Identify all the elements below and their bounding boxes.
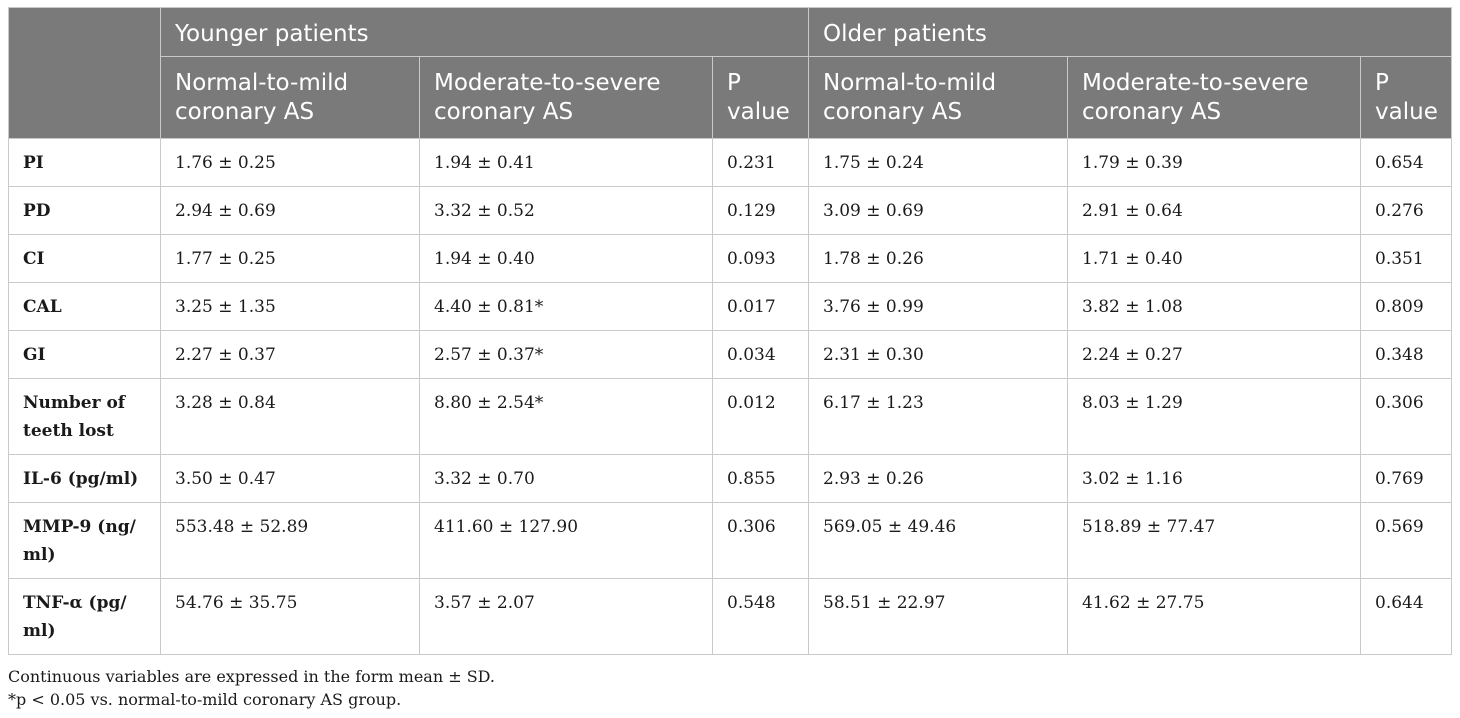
cell-younger-p: 0.093 <box>711 234 810 283</box>
cell-older-mild: 569.05 ± 49.46 <box>808 502 1069 579</box>
cell-younger-severe: 3.32 ± 0.70 <box>419 454 713 503</box>
cell-older-p: 0.654 <box>1360 138 1453 187</box>
col-header-younger-mild: Normal-to-mild coronary AS <box>160 56 420 139</box>
cell-younger-p: 0.129 <box>711 186 810 235</box>
cell-older-p: 0.351 <box>1360 234 1453 283</box>
cell-younger-severe: 3.57 ± 2.07 <box>419 578 713 655</box>
cell-older-mild: 2.93 ± 0.26 <box>808 454 1069 503</box>
table-row: Number of teeth lost 3.28 ± 0.84 8.80 ± … <box>8 378 1453 455</box>
cell-older-mild: 3.09 ± 0.69 <box>808 186 1069 235</box>
column-header-row: Normal-to-mild coronary AS Moderate-to-s… <box>9 56 1453 139</box>
cell-older-severe: 3.02 ± 1.16 <box>1067 454 1362 503</box>
group-header-row: Younger patients Older patients <box>8 7 1453 139</box>
cell-younger-p: 0.034 <box>711 330 810 379</box>
cell-younger-mild: 2.94 ± 0.69 <box>160 186 420 235</box>
col-header-older-p: P value <box>1360 56 1453 139</box>
cell-younger-severe: 411.60 ± 127.90 <box>419 502 713 579</box>
footnote-continuous-variables: Continuous variables are expressed in th… <box>8 667 496 686</box>
corner-header-cell <box>8 7 161 139</box>
cell-younger-severe: 8.80 ± 2.54* <box>419 378 713 455</box>
cell-older-severe: 8.03 ± 1.29 <box>1067 378 1362 455</box>
cell-younger-severe: 2.57 ± 0.37* <box>419 330 713 379</box>
footnote-significance: *p < 0.05 vs. normal-to-mild coronary AS… <box>8 690 402 709</box>
col-header-older-mild: Normal-to-mild coronary AS <box>808 56 1069 139</box>
cell-older-p: 0.644 <box>1360 578 1453 655</box>
row-label: CI <box>8 234 161 283</box>
cell-older-severe: 1.71 ± 0.40 <box>1067 234 1362 283</box>
row-label: CAL <box>8 282 161 331</box>
cell-older-p: 0.276 <box>1360 186 1453 235</box>
group-header-younger: Younger patients <box>159 7 810 57</box>
cell-older-severe: 41.62 ± 27.75 <box>1067 578 1362 655</box>
row-label: GI <box>8 330 161 379</box>
row-label: TNF-α (pg/ ml) <box>8 578 161 655</box>
cell-younger-mild: 2.27 ± 0.37 <box>160 330 420 379</box>
cell-younger-mild: 3.28 ± 0.84 <box>160 378 420 455</box>
cell-younger-p: 0.017 <box>711 282 810 331</box>
row-label: Number of teeth lost <box>8 378 161 455</box>
table-row: IL-6 (pg/ml) 3.50 ± 0.47 3.32 ± 0.70 0.8… <box>8 454 1453 503</box>
cell-younger-mild: 553.48 ± 52.89 <box>160 502 420 579</box>
cell-older-mild: 58.51 ± 22.97 <box>808 578 1069 655</box>
cell-older-p: 0.348 <box>1360 330 1453 379</box>
cell-older-severe: 518.89 ± 77.47 <box>1067 502 1362 579</box>
cell-younger-p: 0.548 <box>711 578 810 655</box>
cell-younger-mild: 1.77 ± 0.25 <box>160 234 420 283</box>
cell-older-mild: 3.76 ± 0.99 <box>808 282 1069 331</box>
row-label: IL-6 (pg/ml) <box>8 454 161 503</box>
cell-younger-mild: 3.25 ± 1.35 <box>160 282 420 331</box>
table-row: TNF-α (pg/ ml) 54.76 ± 35.75 3.57 ± 2.07… <box>8 578 1453 655</box>
cell-younger-severe: 1.94 ± 0.40 <box>419 234 713 283</box>
table-row: CI 1.77 ± 0.25 1.94 ± 0.40 0.093 1.78 ± … <box>8 234 1453 283</box>
cell-older-p: 0.809 <box>1360 282 1453 331</box>
cell-older-severe: 1.79 ± 0.39 <box>1067 138 1362 187</box>
cell-older-severe: 3.82 ± 1.08 <box>1067 282 1362 331</box>
table-row: PI 1.76 ± 0.25 1.94 ± 0.41 0.231 1.75 ± … <box>8 138 1453 187</box>
cell-younger-mild: 1.76 ± 0.25 <box>160 138 420 187</box>
cell-older-mild: 2.31 ± 0.30 <box>808 330 1069 379</box>
cell-older-p: 0.569 <box>1360 502 1453 579</box>
cell-younger-severe: 1.94 ± 0.41 <box>419 138 713 187</box>
cell-younger-p: 0.012 <box>711 378 810 455</box>
cell-younger-p: 0.855 <box>711 454 810 503</box>
cell-older-p: 0.306 <box>1360 378 1453 455</box>
row-label: PD <box>8 186 161 235</box>
cell-younger-mild: 54.76 ± 35.75 <box>160 578 420 655</box>
cell-younger-severe: 4.40 ± 0.81* <box>419 282 713 331</box>
table-row: CAL 3.25 ± 1.35 4.40 ± 0.81* 0.017 3.76 … <box>8 282 1453 331</box>
group-header-older: Older patients <box>808 7 1453 57</box>
row-label: MMP-9 (ng/ ml) <box>8 502 161 579</box>
results-table: Younger patients Older patients Normal-t… <box>8 7 1453 655</box>
cell-older-severe: 2.24 ± 0.27 <box>1067 330 1362 379</box>
cell-younger-p: 0.231 <box>711 138 810 187</box>
table-row: GI 2.27 ± 0.37 2.57 ± 0.37* 0.034 2.31 ±… <box>8 330 1453 379</box>
cell-older-mild: 1.75 ± 0.24 <box>808 138 1069 187</box>
table-row: MMP-9 (ng/ ml) 553.48 ± 52.89 411.60 ± 1… <box>8 502 1453 579</box>
row-label: PI <box>8 138 161 187</box>
cell-younger-p: 0.306 <box>711 502 810 579</box>
cell-older-p: 0.769 <box>1360 454 1453 503</box>
cell-older-severe: 2.91 ± 0.64 <box>1067 186 1362 235</box>
col-header-younger-p: P value <box>711 56 810 139</box>
cell-younger-mild: 3.50 ± 0.47 <box>160 454 420 503</box>
cell-older-mild: 6.17 ± 1.23 <box>808 378 1069 455</box>
col-header-younger-severe: Moderate-to-severe coronary AS <box>419 56 713 139</box>
table-row: PD 2.94 ± 0.69 3.32 ± 0.52 0.129 3.09 ± … <box>8 186 1453 235</box>
cell-younger-severe: 3.32 ± 0.52 <box>419 186 713 235</box>
col-header-older-severe: Moderate-to-severe coronary AS <box>1067 56 1362 139</box>
cell-older-mild: 1.78 ± 0.26 <box>808 234 1069 283</box>
